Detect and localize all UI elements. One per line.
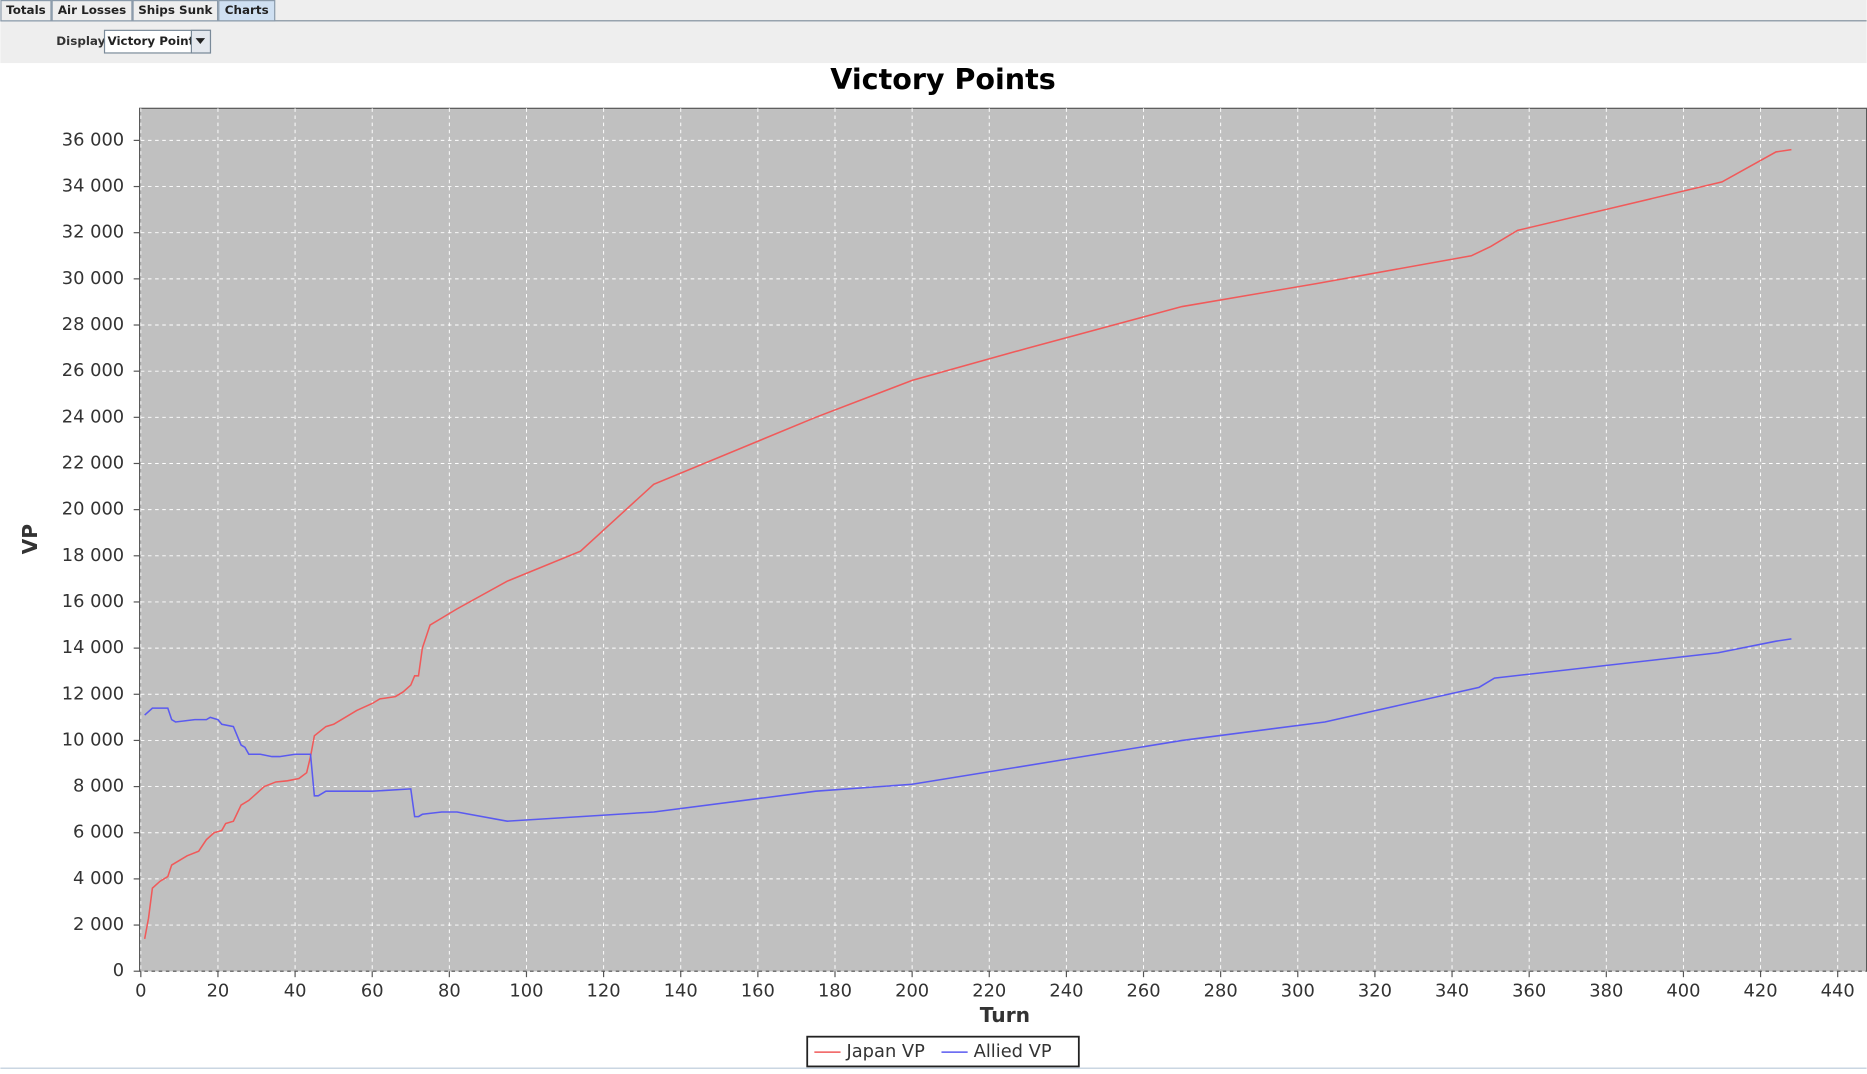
x-tick-label: 280: [1204, 980, 1238, 1001]
combo-arrow: [195, 38, 206, 45]
tab-label: Charts: [225, 3, 269, 17]
x-tick-label: 40: [284, 980, 307, 1001]
x-tick-label: 320: [1358, 980, 1392, 1001]
tab[interactable]: [218, 0, 276, 22]
y-tick-label: 26 000: [62, 360, 124, 381]
toolbar-bg: [0, 0, 1867, 64]
y-tick-label: 16 000: [62, 591, 124, 612]
plot: 0 2 000 4 000 6 000 8 000 10 000 12 000 14 000 1…: [62, 107, 1867, 1001]
y-tick-label: 22 000: [62, 452, 124, 473]
x-tick-label: 240: [1049, 980, 1083, 1001]
tab-bar: Totals Air Losses Ships Sunk Charts: [0, 0, 276, 22]
x-tick-label: 220: [972, 980, 1006, 1001]
tab-label: Air Losses: [58, 3, 126, 17]
x-tick-label: 200: [895, 980, 929, 1001]
tab-label: Ships Sunk: [138, 3, 213, 17]
tab[interactable]: [51, 0, 133, 22]
y-tick-label: 28 000: [62, 314, 124, 335]
chart-title: Victory Points: [830, 62, 1055, 96]
y-tick-label: 12 000: [62, 683, 124, 704]
x-tick-label: 160: [741, 980, 775, 1001]
y-tick-label: 8 000: [73, 776, 124, 797]
x-tick-label: 180: [818, 980, 852, 1001]
y-tick-label: 20 000: [62, 499, 124, 520]
display-value: Victory Points: [107, 34, 201, 48]
y-tick-label: 10 000: [62, 729, 124, 750]
series-line: [143, 148, 1792, 940]
x-tick-label: 20: [207, 980, 230, 1001]
x-tick-label: 420: [1744, 980, 1778, 1001]
plot-area: [139, 107, 1867, 972]
legend-label: Allied VP: [974, 1041, 1052, 1062]
tab-label: Totals: [6, 3, 46, 17]
x-tick-label: 80: [438, 980, 461, 1001]
x-tick-label: 360: [1512, 980, 1546, 1001]
x-tick-label: 300: [1281, 980, 1315, 1001]
legend: Japan VP Allied VP: [806, 1035, 1080, 1068]
x-tick-label: 380: [1589, 980, 1623, 1001]
y-tick-label: 4 000: [73, 868, 124, 889]
tab[interactable]: [0, 0, 52, 22]
x-tick-label: 400: [1666, 980, 1700, 1001]
x-tick-label: 340: [1435, 980, 1469, 1001]
x-tick-label: 0: [135, 980, 146, 1001]
legend-label: Japan VP: [845, 1041, 925, 1062]
x-tick-label: 140: [664, 980, 698, 1001]
series-line: [144, 638, 1792, 822]
x-tick-label: 120: [587, 980, 621, 1001]
y-tick-label: 18 000: [62, 545, 124, 566]
y-tick-label: 2 000: [73, 914, 124, 935]
x-tick-label: 100: [509, 980, 543, 1001]
y-tick-label: 30 000: [62, 268, 124, 289]
y-tick-label: 24 000: [62, 406, 124, 427]
tab[interactable]: [132, 0, 219, 22]
y-tick-label: 36 000: [62, 129, 124, 150]
y-tick-label: 14 000: [62, 637, 124, 658]
y-tick-label: 34 000: [62, 176, 124, 197]
y-axis-label: VP: [18, 524, 42, 554]
y-tick-label: 6 000: [73, 822, 124, 843]
y-tick-label: 0: [113, 960, 124, 981]
x-axis-label: Turn: [980, 1003, 1030, 1027]
x-tick-label: 60: [361, 980, 384, 1001]
y-tick-label: 32 000: [62, 222, 124, 243]
x-tick-label: 440: [1821, 980, 1855, 1001]
display-label: Display:: [56, 34, 110, 48]
x-tick-label: 260: [1126, 980, 1160, 1001]
